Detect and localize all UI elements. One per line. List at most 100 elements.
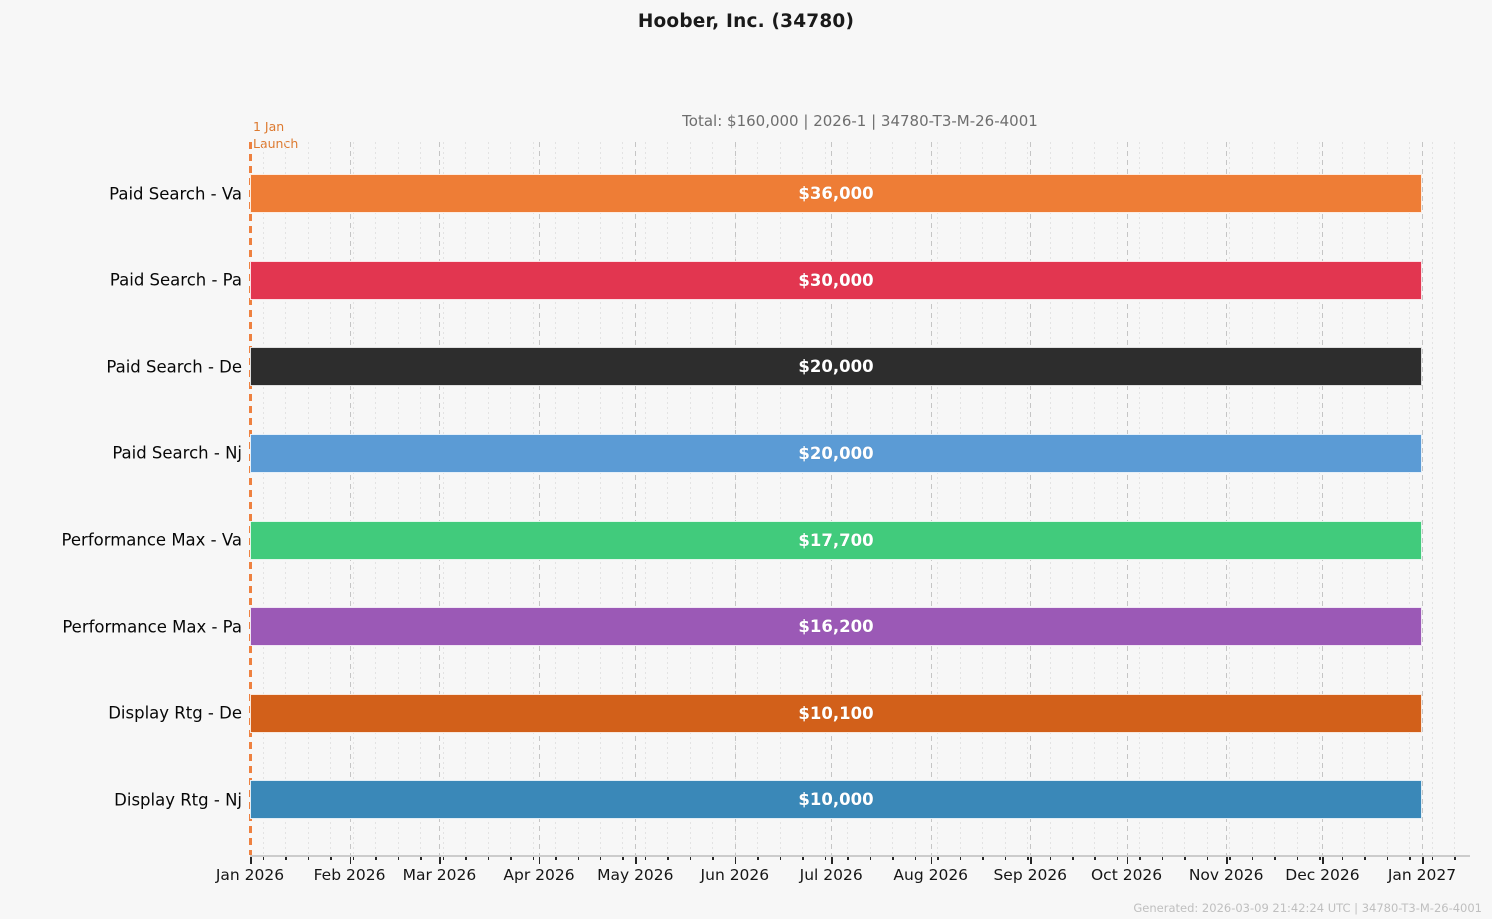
axis-tick-minor bbox=[667, 856, 669, 860]
axis-tick-major bbox=[439, 856, 441, 864]
launch-line bbox=[249, 142, 252, 855]
gridline-minor-weekly bbox=[1431, 142, 1433, 855]
axis-tick-minor bbox=[375, 856, 377, 860]
axis-tick-minor bbox=[1431, 856, 1434, 860]
bar-paid-search-nj: $20,000 bbox=[250, 433, 1422, 473]
axis-tick-minor bbox=[532, 856, 535, 860]
axis-tick-minor bbox=[577, 856, 580, 860]
gridline-minor-weekly bbox=[824, 142, 826, 855]
axis-tick-minor bbox=[599, 856, 602, 860]
axis-tick-minor bbox=[1184, 856, 1186, 860]
axis-tick-minor bbox=[757, 856, 759, 860]
axis-tick-minor bbox=[869, 856, 872, 860]
x-axis-label-apr-2026: Apr 2026 bbox=[503, 866, 575, 884]
axis-tick-minor bbox=[1206, 856, 1209, 860]
gridline-minor-weekly bbox=[712, 142, 714, 855]
x-axis-label-jan-2026: Jan 2026 bbox=[215, 866, 285, 884]
x-axis-label-nov-2026: Nov 2026 bbox=[1188, 866, 1264, 884]
gridline-minor-weekly bbox=[1319, 142, 1321, 855]
gridline-minor-weekly bbox=[959, 142, 961, 855]
gridline-minor-weekly bbox=[1004, 142, 1006, 855]
gridline-major-month bbox=[439, 142, 441, 855]
axis-tick-major bbox=[349, 856, 352, 864]
x-axis-line bbox=[250, 855, 1470, 857]
bar-value-label: $10,000 bbox=[798, 790, 874, 810]
axis-tick-minor bbox=[622, 856, 624, 860]
axis-tick-minor bbox=[712, 856, 714, 860]
axis-tick-minor bbox=[352, 856, 355, 860]
axis-tick-minor bbox=[1386, 856, 1389, 860]
bar-value-label: $10,100 bbox=[798, 703, 874, 723]
gridline-major-month bbox=[1126, 142, 1128, 855]
axis-tick-minor bbox=[1004, 856, 1007, 860]
axis-tick-minor bbox=[1094, 856, 1096, 860]
gridline-minor-weekly bbox=[285, 142, 287, 855]
gridline-major-month bbox=[734, 142, 736, 855]
axis-tick-minor bbox=[555, 856, 557, 860]
gridline-minor-weekly bbox=[599, 142, 601, 855]
gridline-minor-weekly bbox=[892, 142, 894, 855]
bar-display-rtg-de: $10,100 bbox=[250, 693, 1422, 733]
gridline-minor-weekly bbox=[1116, 142, 1118, 855]
gridline-minor-weekly bbox=[1454, 142, 1456, 855]
gridline-minor-weekly bbox=[1386, 142, 1388, 855]
row-label-performance-max-pa: Performance Max - Pa bbox=[62, 617, 242, 637]
axis-tick-minor bbox=[1409, 856, 1411, 860]
axis-tick-minor bbox=[307, 856, 310, 860]
bar-performance-max-va: $17,700 bbox=[250, 520, 1422, 560]
axis-tick-major bbox=[1322, 856, 1324, 864]
gridline-minor-weekly bbox=[1184, 142, 1186, 855]
gridline-minor-weekly bbox=[262, 142, 264, 855]
bar-performance-max-pa: $16,200 bbox=[250, 607, 1422, 647]
gridline-minor-weekly bbox=[510, 142, 512, 855]
gridline-minor-weekly bbox=[1161, 142, 1163, 855]
axis-tick-minor bbox=[330, 856, 332, 860]
bar-paid-search-va: $36,000 bbox=[250, 174, 1422, 213]
axis-tick-minor bbox=[1049, 856, 1052, 860]
bar-value-label: $16,200 bbox=[798, 617, 874, 637]
gridline-major-month bbox=[1030, 142, 1032, 855]
gridline-minor-weekly bbox=[1049, 142, 1051, 855]
axis-tick-minor bbox=[510, 856, 512, 860]
row-label-paid-search-de: Paid Search - De bbox=[106, 357, 242, 377]
x-axis-label-aug-2026: Aug 2026 bbox=[893, 866, 969, 884]
gridline-minor-weekly bbox=[644, 142, 646, 855]
axis-tick-minor bbox=[1296, 856, 1299, 860]
gridline-minor-weekly bbox=[1274, 142, 1276, 855]
x-axis-label-jan-2027: Jan 2027 bbox=[1387, 866, 1457, 884]
axis-tick-minor bbox=[689, 856, 692, 860]
axis-tick-minor bbox=[779, 856, 782, 860]
axis-tick-minor bbox=[1341, 856, 1344, 860]
gridline-minor-weekly bbox=[465, 142, 467, 855]
gridline-major-month bbox=[538, 142, 540, 855]
axis-tick-major bbox=[1422, 856, 1424, 864]
gridline-major-month bbox=[930, 142, 932, 855]
gridline-minor-weekly bbox=[442, 142, 444, 855]
axis-tick-minor bbox=[1139, 856, 1141, 860]
gridline-minor-weekly bbox=[1251, 142, 1253, 855]
x-axis-label-oct-2026: Oct 2026 bbox=[1090, 866, 1163, 884]
gridline-minor-weekly bbox=[1094, 142, 1096, 855]
axis-tick-minor bbox=[1274, 856, 1276, 860]
gridline-major-month bbox=[831, 142, 833, 855]
gridline-minor-weekly bbox=[937, 142, 939, 855]
axis-tick-minor bbox=[644, 856, 647, 860]
launch-annotation-line2: Launch bbox=[253, 136, 299, 151]
gridline-minor-weekly bbox=[1409, 142, 1411, 855]
axis-tick-minor bbox=[1072, 856, 1074, 860]
axis-tick-major bbox=[831, 856, 833, 864]
bar-paid-search-pa: $30,000 bbox=[250, 260, 1422, 300]
axis-tick-major bbox=[250, 856, 252, 864]
axis-tick-minor bbox=[959, 856, 962, 860]
launch-annotation: 1 Jan Launch bbox=[253, 118, 298, 152]
gridline-minor-weekly bbox=[330, 142, 332, 855]
gridline-minor-weekly bbox=[1139, 142, 1141, 855]
axis-tick-minor bbox=[937, 856, 939, 860]
bar-value-label: $20,000 bbox=[798, 357, 874, 377]
axis-tick-minor bbox=[1229, 856, 1231, 860]
row-label-display-rtg-nj: Display Rtg - Nj bbox=[114, 790, 242, 810]
x-axis-label-jul-2026: Jul 2026 bbox=[799, 866, 863, 884]
axis-tick-minor bbox=[1251, 856, 1254, 860]
generated-footer: Generated: 2026-03-09 21:42:24 UTC | 347… bbox=[1133, 901, 1482, 915]
